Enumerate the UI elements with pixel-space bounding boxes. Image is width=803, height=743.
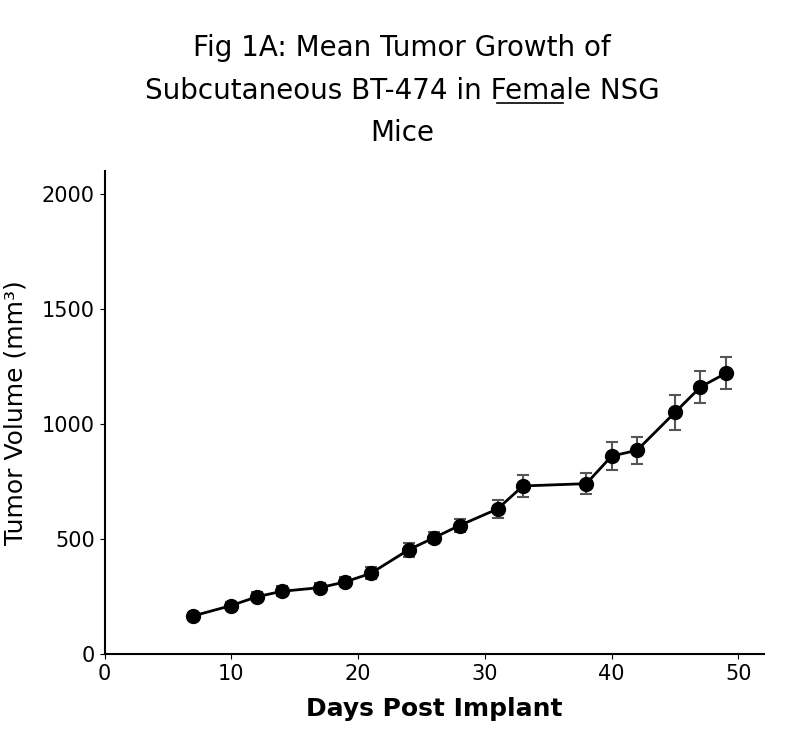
Text: Subcutaneous BT-474 in Female NSG: Subcutaneous BT-474 in Female NSG bbox=[145, 77, 658, 105]
X-axis label: Days Post Implant: Days Post Implant bbox=[305, 698, 562, 721]
Text: Fig 1A: Mean Tumor Growth of: Fig 1A: Mean Tumor Growth of bbox=[193, 34, 610, 62]
Text: Mice: Mice bbox=[369, 119, 434, 147]
Text: Subcutaneous BT-474 in Female NSG: Subcutaneous BT-474 in Female NSG bbox=[145, 77, 658, 105]
Y-axis label: Tumor Volume (mm³): Tumor Volume (mm³) bbox=[4, 280, 28, 545]
